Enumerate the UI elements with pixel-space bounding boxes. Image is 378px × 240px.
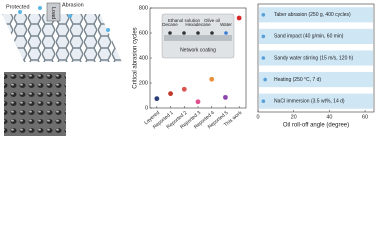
- inset-caption: Network coating: [180, 47, 216, 53]
- row-label: Heating (250 °C, 7 d): [274, 77, 321, 83]
- load-block: [46, 2, 61, 22]
- row-band: [259, 50, 373, 66]
- row-band: [259, 72, 373, 88]
- illustration: Protected Abrasion Load: [2, 2, 122, 136]
- inset-label: Olive oil: [204, 18, 220, 23]
- x-tick-label: 20: [291, 114, 297, 120]
- point: [236, 15, 242, 21]
- y-tick-label: 0: [145, 105, 148, 111]
- point: [154, 96, 160, 102]
- label: Load: [50, 7, 56, 19]
- y-tick-label: 800: [139, 5, 148, 11]
- plot-frame: [257, 3, 375, 113]
- label: Abrasion: [62, 2, 84, 8]
- inset-coating: [164, 35, 232, 41]
- point: [261, 56, 266, 60]
- x-tick-label: 40: [326, 114, 332, 120]
- inset-label: Water: [220, 22, 232, 27]
- point: [181, 86, 187, 92]
- label: Protected: [6, 4, 30, 10]
- droplet: [210, 31, 214, 35]
- droplet: [168, 31, 172, 35]
- x-tick-label: 60: [362, 114, 368, 120]
- y-tick-label: 200: [139, 80, 148, 86]
- droplet: [196, 31, 200, 35]
- inset-label: Ethanol solution: [168, 18, 201, 23]
- droplet: [68, 14, 72, 18]
- point: [263, 77, 267, 82]
- x-tick-label: 0: [256, 114, 259, 120]
- point: [261, 34, 266, 39]
- row-label: Taber abrasion (250 g, 400 cycles): [274, 12, 351, 18]
- point: [223, 94, 228, 100]
- droplet: [18, 10, 22, 14]
- row-label: Sand impact (40 g/min, 60 min): [274, 34, 344, 40]
- inset-label: Hexadecane: [185, 22, 211, 27]
- y-axis-label: Critical abrasion cycles: [133, 27, 139, 88]
- row-label: Sandy water stirring (15 m/s, 120 h): [274, 55, 354, 61]
- point: [209, 76, 215, 82]
- droplet: [106, 28, 110, 32]
- point: [261, 99, 266, 103]
- droplet: [38, 6, 42, 10]
- inset-label: Decane: [162, 22, 178, 27]
- row-band: [259, 28, 373, 44]
- y-tick-label: 600: [139, 30, 148, 36]
- point: [168, 91, 173, 97]
- y-tick-label: 400: [139, 55, 148, 61]
- honeycomb: [2, 14, 122, 62]
- row-band: [259, 7, 373, 23]
- row-label: NaCl immersion (3.5 wt%, 14 d): [274, 99, 345, 105]
- row-band: [259, 93, 373, 109]
- sem-image: [4, 72, 66, 136]
- point: [261, 13, 266, 17]
- droplet: [182, 31, 186, 35]
- point: [195, 99, 201, 105]
- x-axis-label: Oil roll-off angle (degree): [283, 123, 349, 129]
- figure: Protected Abrasion Load 0200400600800Cri…: [2, 2, 375, 136]
- droplet: [224, 31, 228, 35]
